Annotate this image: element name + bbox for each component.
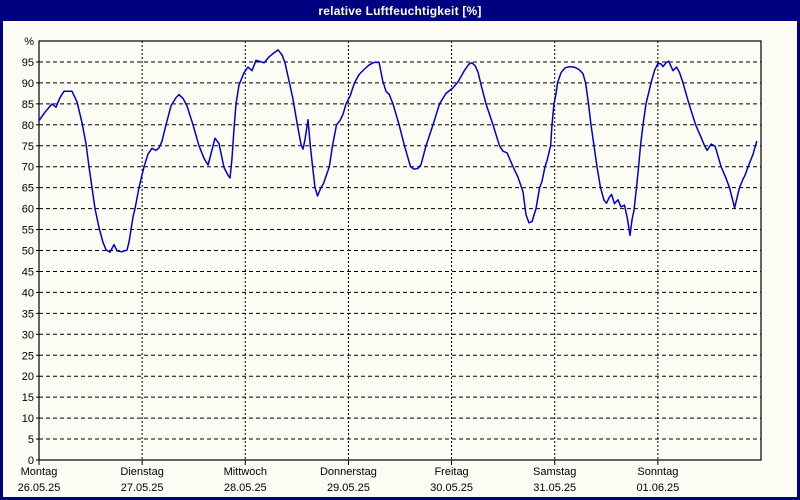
y-tick-label: 35	[22, 308, 34, 320]
x-date-label: 01.06.25	[636, 482, 679, 494]
y-tick-label: 40	[22, 287, 34, 299]
x-date-label: 31.05.25	[533, 482, 576, 494]
y-tick-label: 25	[22, 350, 34, 362]
y-tick-label: 90	[22, 78, 34, 90]
y-tick-label: 95	[22, 57, 34, 69]
y-axis-unit: %	[24, 36, 34, 48]
x-date-label: 30.05.25	[430, 482, 473, 494]
x-axis-labels: Montag 26.05.25 Dienstag 27.05.25 Mittwoch 28…	[18, 466, 680, 494]
axis-ticks	[36, 61, 659, 465]
x-date-label: 28.05.25	[224, 482, 267, 494]
y-tick-label: 70	[22, 162, 34, 174]
y-tick-label: 15	[22, 392, 34, 404]
y-tick-label: 20	[22, 371, 34, 383]
x-day-label: Samstag	[533, 466, 576, 478]
x-date-label: 27.05.25	[121, 482, 164, 494]
y-tick-label: 5	[28, 434, 34, 446]
series-line-humidity	[38, 49, 758, 253]
x-day-label: Freitag	[434, 466, 468, 478]
x-day-label: Montag	[21, 466, 58, 478]
y-tick-label: 45	[22, 266, 34, 278]
y-tick-label: 50	[22, 246, 34, 258]
plot-frame	[38, 40, 762, 461]
y-axis-labels: 0 5 10 15 20 25 30 35 40 45 50 55 60 65 70 75 80 85 90 95%	[22, 36, 34, 467]
y-tick-label: 10	[22, 413, 34, 425]
x-day-label: Mittwoch	[224, 466, 267, 478]
y-tick-label: 75	[22, 141, 34, 153]
x-day-label: Dienstag	[120, 466, 163, 478]
y-tick-label: 80	[22, 120, 34, 132]
gridlines	[39, 41, 761, 460]
x-day-label: Sonntag	[637, 466, 678, 478]
y-tick-label: 30	[22, 329, 34, 341]
y-tick-label: 0	[28, 455, 34, 467]
y-tick-label: 55	[22, 225, 34, 237]
titlebar: relative Luftfeuchtigkeit [%]	[0, 0, 800, 21]
x-day-label: Donnerstag	[320, 466, 377, 478]
y-tick-label: 60	[22, 204, 34, 216]
x-date-label: 26.05.25	[18, 482, 61, 494]
y-tick-label: 65	[22, 183, 34, 195]
y-tick-label: 85	[22, 99, 34, 111]
x-date-label: 29.05.25	[327, 482, 370, 494]
window-title: relative Luftfeuchtigkeit [%]	[318, 3, 482, 18]
